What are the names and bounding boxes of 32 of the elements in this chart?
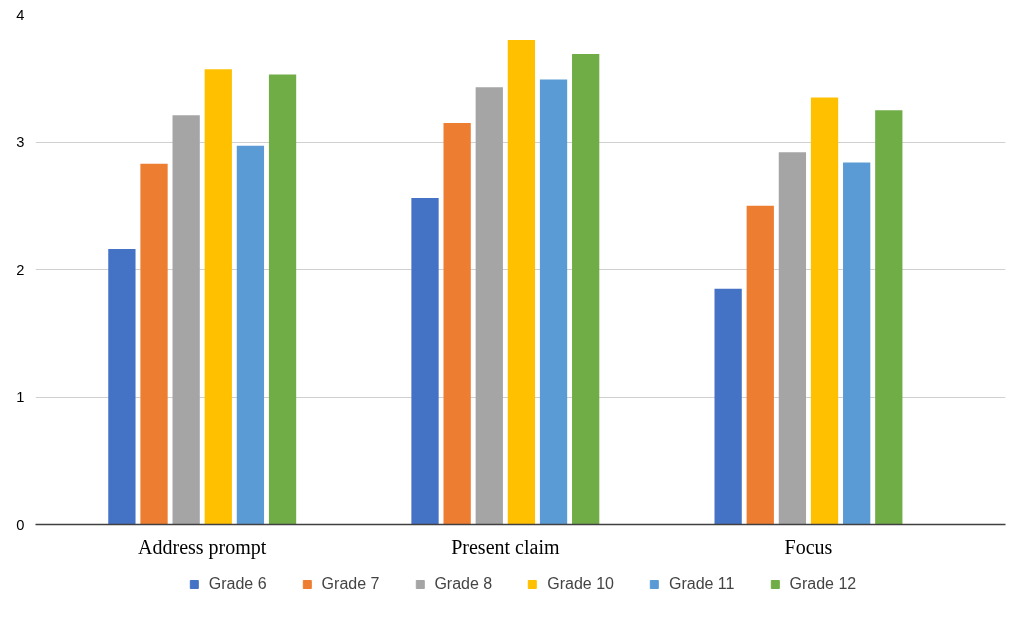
x-tick-label: Address prompt [138, 535, 267, 559]
bar [875, 110, 903, 525]
bar [778, 152, 807, 525]
bar [108, 249, 136, 525]
bar [843, 162, 871, 525]
y-tick-label: 3 [16, 134, 25, 150]
bar [140, 163, 168, 525]
bar [475, 87, 503, 525]
legend-label: Grade 6 [208, 575, 267, 593]
bar [172, 115, 200, 525]
legend-label: Grade 10 [547, 575, 614, 593]
bar [268, 74, 297, 525]
legend-label: Grade 12 [789, 575, 857, 593]
bar [810, 97, 839, 525]
bar [411, 198, 439, 525]
bar [539, 79, 568, 525]
bar [443, 122, 471, 525]
bar [507, 40, 536, 525]
x-tick-label: Focus [784, 535, 833, 558]
bar [746, 205, 774, 525]
y-tick-label: 1 [16, 389, 25, 405]
legend-label: Grade 11 [668, 575, 735, 593]
bar [572, 54, 600, 525]
y-tick-label: 0 [16, 516, 25, 533]
legend-label: Grade 8 [434, 575, 493, 593]
x-tick-label: Present claim [451, 535, 560, 558]
y-tick-label: 4 [16, 6, 25, 23]
bar [714, 288, 742, 525]
bar [236, 145, 265, 525]
y-tick-label: 2 [16, 261, 25, 278]
legend-label: Grade 7 [321, 575, 380, 593]
bar [204, 69, 232, 525]
